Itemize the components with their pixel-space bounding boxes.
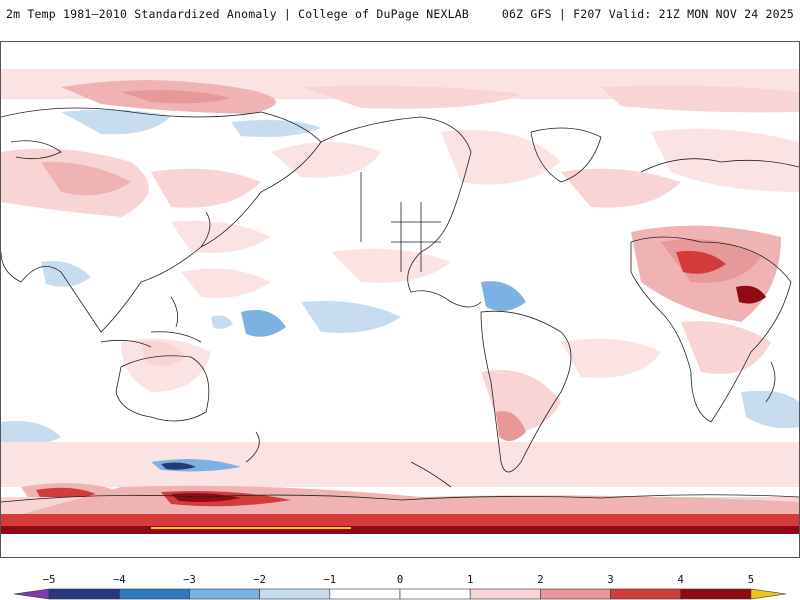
colorbar-tick-label: −5: [42, 574, 56, 586]
map-title: 2m Temp 1981–2010 Standardized Anomaly |…: [6, 7, 470, 21]
colorbar-bin: [680, 588, 752, 600]
colorbar-bin: [329, 588, 401, 600]
colorbar-tick-label: −1: [323, 574, 337, 586]
colorbar-tick-label: −2: [253, 574, 266, 586]
anomaly-shading: [1, 69, 799, 534]
colorbar-bin: [48, 588, 120, 600]
coastlines: [1, 107, 799, 503]
colorbar-tick-label: 5: [747, 574, 755, 586]
header-bar: 2m Temp 1981–2010 Standardized Anomaly |…: [0, 0, 800, 28]
colorbar-tick-label: 4: [677, 574, 684, 586]
colorbar-bin: [610, 588, 682, 600]
colorbar-bin: [13, 588, 50, 600]
colorbar-bin: [189, 588, 260, 600]
colorbar-bin: [540, 588, 611, 600]
colorbar-tick-label: 3: [607, 574, 614, 586]
colorbar-bin: [259, 588, 331, 600]
colorbar-tick-label: 0: [396, 574, 404, 586]
model-valid-time: 06Z GFS | F207 Valid: 21Z MON NOV 24 202…: [501, 7, 794, 21]
anomaly-map: [0, 41, 800, 558]
colorbar-tick-label: 1: [467, 574, 474, 586]
colorbar-tick-label: −3: [183, 574, 196, 586]
colorbar-tick-label: −4: [112, 574, 126, 586]
colorbar-bin: [118, 588, 190, 600]
colorbar-bin: [469, 588, 541, 600]
color-scale-legend: −5 −4 −3 −2 −1 0 1 2 3 4 5: [0, 574, 800, 600]
colorbar-tick-label: 2: [537, 574, 544, 586]
colorbar-svg: [13, 588, 787, 600]
map-canvas: [1, 42, 799, 557]
colorbar-bin: [399, 588, 471, 600]
colorbar-bin: [750, 588, 787, 600]
